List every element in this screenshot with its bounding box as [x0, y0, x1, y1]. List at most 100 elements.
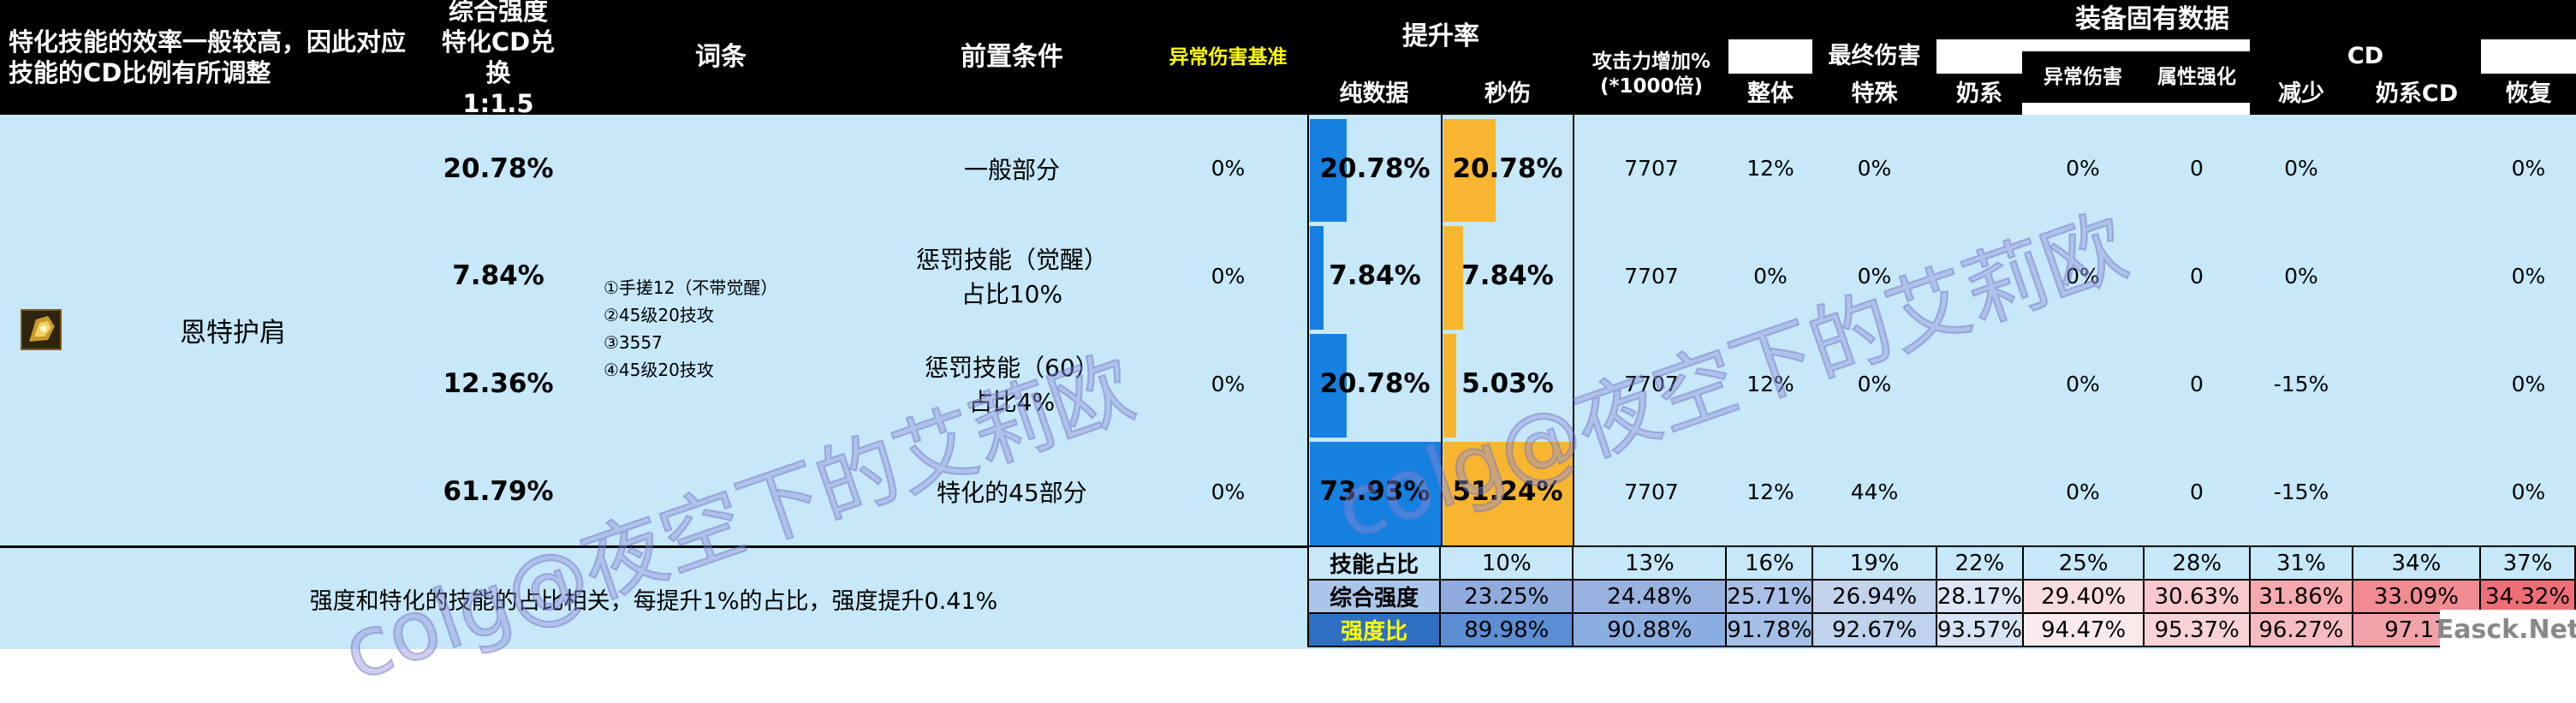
- header-overall: 整体: [1728, 74, 1812, 115]
- dps-bar: [1443, 334, 1456, 438]
- table-row: 综合强度 23.25% 24.48% 25.71% 26.94% 28.17% 29.40%…: [1306, 579, 2576, 614]
- pure-data-value: 20.78%: [1319, 368, 1431, 399]
- header-dps: 秒伤: [1441, 74, 1574, 115]
- header-improve: 提升率: [1307, 0, 1574, 74]
- dps-value: 20.78%: [1452, 152, 1563, 184]
- strength-cell: 33.09%: [2351, 579, 2482, 614]
- dps-bar: [1443, 226, 1463, 330]
- row-label-ratio: 强度比: [1306, 612, 1442, 647]
- cell-recover: 0%: [2511, 371, 2546, 396]
- header-atk: 攻击力增加% (*1000倍): [1574, 0, 1728, 115]
- table-row: 技能占比 10% 13% 16% 19% 22% 25% 28% 31% 34% 37%: [1306, 545, 2576, 581]
- cell-pre: 惩罚技能（觉醒） 占比10%: [915, 246, 1108, 308]
- row-label-skill-ratio: 技能占比: [1306, 545, 1442, 581]
- cell-strength: 61.79%: [443, 476, 554, 507]
- skill-ratio-cell: 31%: [2249, 545, 2353, 581]
- cell-strength: 7.84%: [452, 260, 544, 291]
- skill-ratio-cell: 37%: [2479, 545, 2576, 581]
- header-equip: 装备固有数据: [1728, 0, 2576, 39]
- cell-abn-dmg: 0%: [2066, 371, 2100, 396]
- cell-abn: 0%: [1211, 156, 1246, 181]
- pure-data-bar: [1310, 334, 1347, 438]
- dps-value: 7.84%: [1461, 260, 1554, 291]
- ratio-cell: 94.47%: [2021, 612, 2145, 647]
- header-precondition: 前置条件: [875, 0, 1149, 115]
- cell-pre: 特化的45部分: [937, 479, 1087, 507]
- cell-atk: 7707: [1624, 371, 1679, 396]
- header-abnormal-base: 异常伤害基准: [1149, 0, 1307, 115]
- header-entry: 词条: [567, 0, 875, 115]
- ratio-cell: 90.88%: [1572, 612, 1728, 647]
- condition-item: ④45级20技攻: [604, 360, 714, 380]
- skill-ratio-cell: 16%: [1725, 545, 1814, 581]
- cell-buffer-cd: [2353, 330, 2481, 438]
- cell-pre: 一般部分: [963, 155, 1060, 184]
- header-special: 特殊: [1812, 74, 1936, 115]
- body-area: [0, 115, 2576, 545]
- skill-ratio-cell: 28%: [2143, 545, 2252, 581]
- cell-recover: 0%: [2511, 479, 2546, 504]
- cell-recover: 0%: [2511, 263, 2546, 289]
- pure-data-value: 7.84%: [1329, 260, 1421, 291]
- skill-ratio-cell: 34%: [2351, 545, 2482, 581]
- ratio-cell: 93.57%: [1935, 612, 2024, 647]
- cell-buffer-cd: [2353, 115, 2481, 222]
- item-name: 恩特护肩: [180, 317, 286, 349]
- skill-ratio-cell: 13%: [1572, 545, 1728, 581]
- header-atk-line1: 攻击力增加%: [1591, 51, 1711, 74]
- strength-cell: 31.86%: [2249, 579, 2353, 614]
- dps-value: 51.24%: [1452, 476, 1563, 507]
- header-buffer-cd: 奶系CD: [2353, 74, 2481, 115]
- header-cd: CD: [2250, 39, 2481, 74]
- cell-abn: 0%: [1211, 371, 1246, 396]
- strength-cell: 34.32%: [2479, 579, 2576, 614]
- header-atk-line2: (*1000倍): [1599, 75, 1704, 98]
- cell-special: 0%: [1857, 371, 1892, 396]
- cell-buffer: [1936, 438, 2022, 545]
- cell-reduce: 0%: [2284, 156, 2318, 181]
- cell-abn: 0%: [1211, 479, 1246, 504]
- condition-item: ①手搓12（不带觉醒）: [604, 277, 778, 298]
- header-elem: 属性强化: [2144, 51, 2250, 103]
- table-row: 强度比 89.98% 90.88% 91.78% 92.67% 93.57% 94.47% 9…: [1306, 612, 2576, 647]
- cell-strength: 12.36%: [443, 368, 554, 399]
- header-abn-dmg: 异常伤害: [2022, 51, 2144, 103]
- cell-overall: 0%: [1753, 263, 1788, 289]
- header-final-dmg: 最终伤害: [1812, 39, 1936, 74]
- cell-buffer-cd: [2353, 222, 2481, 330]
- shoulder-armor-icon: [21, 309, 62, 350]
- skill-ratio-cell: 19%: [1812, 545, 1937, 581]
- cell-reduce: -15%: [2273, 371, 2329, 396]
- strength-cell: 29.40%: [2021, 579, 2145, 614]
- bar-column-divider: [1573, 115, 1574, 545]
- cell-buffer-cd: [2353, 438, 2481, 545]
- cell-special: 0%: [1857, 263, 1892, 289]
- cell-elem: 0: [2190, 156, 2204, 181]
- strength-cell: 23.25%: [1439, 579, 1574, 614]
- cell-buffer: [1936, 115, 2022, 222]
- cell-reduce: -15%: [2273, 479, 2329, 504]
- cell-elem: 0: [2190, 479, 2204, 504]
- skill-ratio-cell: 22%: [1935, 545, 2024, 581]
- condition-list: ①手搓12（不带觉醒） ②45级20技攻 ③3557 ④45级20技攻: [604, 274, 860, 384]
- cell-strength: 20.78%: [443, 152, 554, 184]
- strength-cell: 30.63%: [2143, 579, 2252, 614]
- pure-data-bar: [1310, 119, 1347, 222]
- row-label-strength: 综合强度: [1306, 579, 1442, 614]
- corner-badge[interactable]: Easck.Net: [2436, 610, 2576, 649]
- ratio-cell: 96.27%: [2249, 612, 2353, 647]
- ratio-cell: 92.67%: [1812, 612, 1937, 647]
- dps-bar: [1443, 442, 1573, 545]
- pure-data-value: 73.93%: [1319, 476, 1431, 507]
- header-strength-line2: 特化CD兑换: [441, 27, 556, 87]
- header-buffer: 奶系: [1936, 74, 2022, 115]
- header-strength-line3: 1:1.5: [462, 89, 534, 119]
- strength-cell: 24.48%: [1572, 579, 1728, 614]
- header-strength-line1: 综合强度: [448, 0, 548, 26]
- ratio-cell: 91.78%: [1725, 612, 1814, 647]
- strength-cell: 25.71%: [1725, 579, 1814, 614]
- strength-table: 技能占比 10% 13% 16% 19% 22% 25% 28% 31% 34% 37% 综合强度 23…: [1306, 545, 2576, 647]
- skill-ratio-cell: 10%: [1439, 545, 1574, 581]
- pure-data-bar: [1310, 226, 1324, 330]
- bar-column-divider: [1307, 115, 1309, 545]
